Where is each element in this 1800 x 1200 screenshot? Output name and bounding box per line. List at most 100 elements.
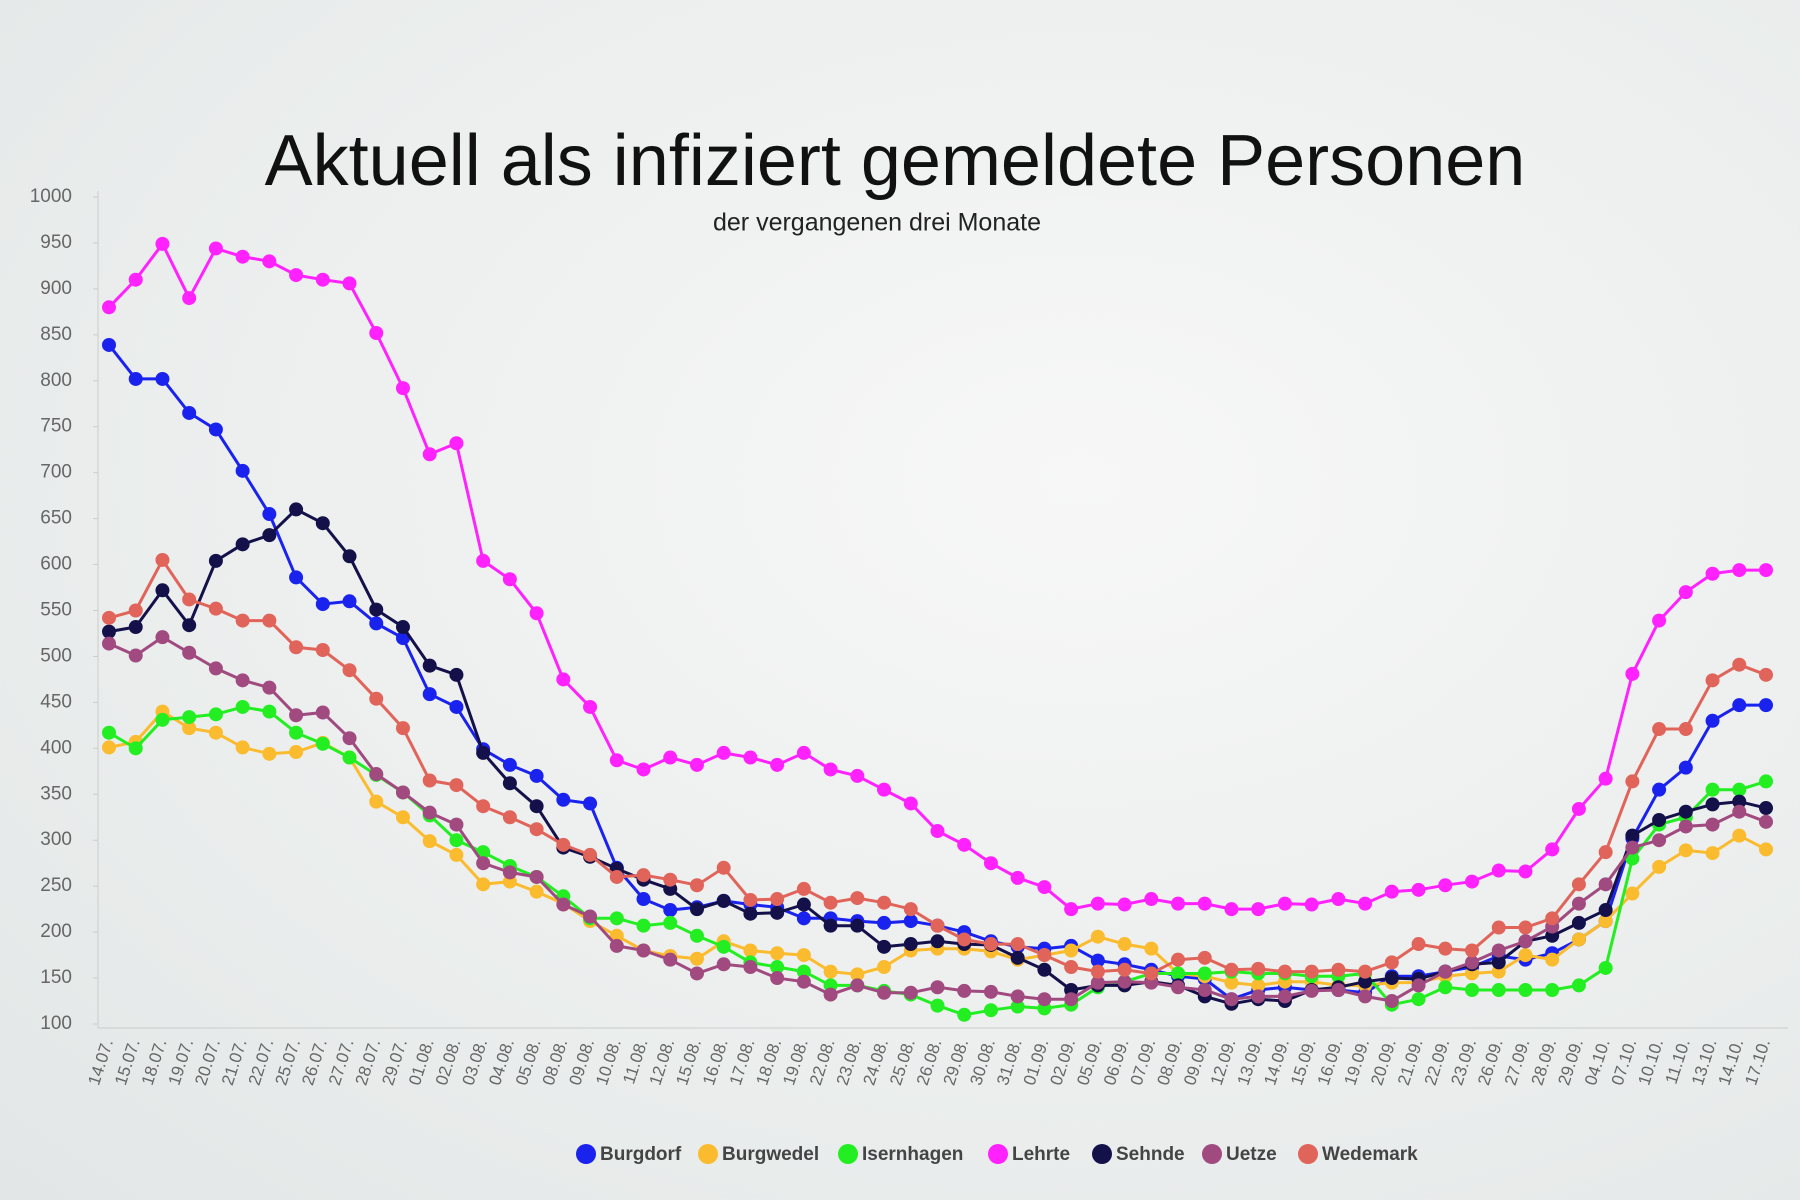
data-point	[128, 603, 143, 618]
data-point	[1251, 978, 1266, 993]
data-point	[1384, 994, 1399, 1009]
data-point	[102, 300, 116, 315]
data-point	[1678, 585, 1693, 600]
data-point	[1304, 983, 1319, 998]
data-point	[155, 630, 170, 645]
data-point	[502, 810, 517, 825]
data-point	[262, 746, 277, 761]
data-point	[1491, 863, 1506, 878]
series	[102, 236, 1773, 917]
data-point	[930, 980, 945, 995]
data-point	[1625, 774, 1640, 789]
data-point	[1144, 892, 1159, 907]
data-point	[1518, 983, 1533, 998]
data-point	[1197, 950, 1212, 965]
data-point	[743, 943, 758, 958]
series	[102, 552, 1773, 981]
data-point	[1732, 804, 1747, 819]
y-tick-label: 250	[40, 875, 72, 896]
data-point	[930, 934, 945, 949]
data-point	[315, 643, 330, 658]
data-point	[716, 957, 731, 972]
data-point	[1277, 989, 1292, 1004]
data-point	[342, 663, 357, 678]
data-point	[1491, 955, 1506, 970]
legend-label: Burgdorf	[600, 1144, 682, 1165]
data-point	[262, 613, 277, 628]
series-line	[107, 343, 1766, 1001]
data-point	[1438, 941, 1453, 956]
data-point	[502, 572, 517, 587]
data-point	[1064, 992, 1079, 1007]
data-point	[1759, 842, 1773, 857]
data-point	[289, 502, 304, 517]
data-point	[1117, 974, 1132, 989]
data-point	[556, 672, 571, 687]
data-point	[289, 745, 304, 760]
data-point	[636, 918, 651, 933]
data-point	[1384, 955, 1399, 970]
data-point	[1438, 964, 1453, 979]
y-tick-label: 150	[40, 967, 72, 988]
data-point	[449, 699, 464, 714]
data-point	[529, 822, 544, 837]
data-point	[395, 810, 410, 825]
data-point	[1732, 698, 1747, 713]
data-point	[208, 241, 223, 256]
data-point	[743, 892, 758, 907]
data-point	[1598, 960, 1613, 975]
data-point	[1037, 948, 1052, 963]
data-point	[529, 606, 544, 621]
data-point	[1625, 840, 1640, 855]
data-point	[957, 1007, 972, 1022]
legend-marker	[1092, 1144, 1112, 1164]
data-point	[1678, 804, 1693, 819]
data-point	[1652, 813, 1667, 828]
data-point	[983, 984, 998, 999]
data-point	[102, 610, 116, 625]
data-point	[1277, 964, 1292, 979]
data-point	[796, 964, 811, 979]
y-tick-label: 750	[40, 416, 72, 437]
data-point	[235, 537, 250, 552]
data-point	[609, 869, 624, 884]
data-point	[315, 705, 330, 720]
data-point	[609, 911, 624, 926]
data-point	[663, 952, 678, 967]
data-point	[823, 987, 838, 1002]
data-point	[1197, 966, 1212, 981]
data-point	[1625, 886, 1640, 901]
data-point	[262, 528, 277, 543]
data-point	[1331, 962, 1346, 977]
data-point	[1037, 962, 1052, 977]
data-point	[556, 837, 571, 852]
data-point	[1571, 915, 1586, 930]
data-point	[850, 891, 865, 906]
y-tick-label: 850	[40, 324, 72, 345]
data-point	[930, 998, 945, 1013]
data-point	[1251, 989, 1266, 1004]
data-point	[1678, 722, 1693, 737]
data-point	[449, 667, 464, 682]
data-point	[1304, 897, 1319, 912]
y-tick-label: 900	[40, 278, 72, 299]
y-tick-label: 300	[40, 829, 72, 850]
data-point	[903, 914, 918, 929]
data-point	[289, 725, 304, 740]
data-point	[1705, 782, 1720, 797]
data-point	[1304, 964, 1319, 979]
data-point	[395, 620, 410, 635]
legend-label: Wedemark	[1322, 1144, 1418, 1165]
data-point	[903, 902, 918, 917]
data-point	[770, 905, 785, 920]
data-point	[1571, 978, 1586, 993]
data-point	[796, 745, 811, 760]
data-point	[155, 583, 170, 598]
data-point	[877, 782, 892, 797]
data-point	[1331, 892, 1346, 907]
data-point	[102, 740, 116, 755]
data-point	[235, 673, 250, 688]
data-point	[449, 778, 464, 793]
data-point	[663, 872, 678, 887]
